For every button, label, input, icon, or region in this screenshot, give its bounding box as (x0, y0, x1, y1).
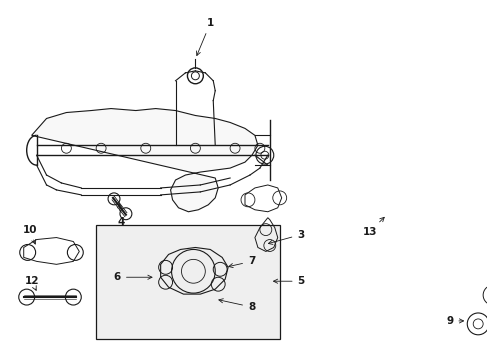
Text: 2: 2 (0, 359, 1, 360)
Text: 6: 6 (114, 272, 152, 282)
Text: 11: 11 (0, 359, 1, 360)
Text: 7: 7 (228, 256, 255, 267)
Text: 8: 8 (219, 299, 255, 312)
Text: 4: 4 (117, 203, 124, 227)
Bar (96, 225, 279, 339)
Text: 20: 20 (0, 359, 1, 360)
Text: 16: 16 (0, 359, 1, 360)
Text: 12: 12 (24, 276, 39, 290)
Text: 1: 1 (196, 18, 213, 55)
Text: 9: 9 (446, 316, 463, 326)
Text: 3: 3 (268, 230, 304, 244)
Text: 5: 5 (273, 276, 304, 286)
Text: 15: 15 (0, 359, 1, 360)
Text: 18: 18 (0, 359, 1, 360)
Text: 19: 19 (0, 359, 1, 360)
Text: 13: 13 (362, 217, 384, 237)
Text: 10: 10 (22, 225, 37, 244)
Text: 17: 17 (0, 359, 1, 360)
Text: 21: 21 (0, 359, 1, 360)
Text: 14: 14 (0, 359, 1, 360)
Polygon shape (32, 109, 257, 212)
